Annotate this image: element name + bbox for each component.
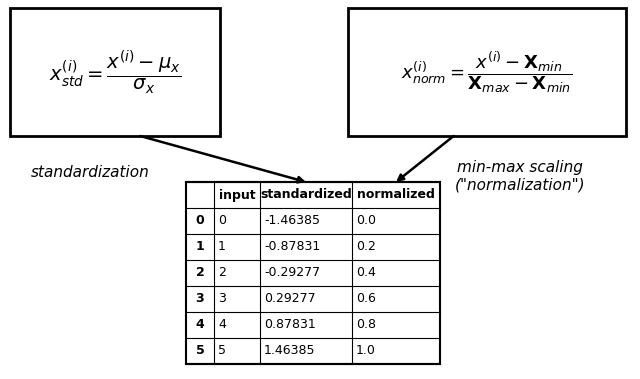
Text: 5: 5 — [196, 345, 204, 357]
Text: 1: 1 — [196, 241, 204, 254]
Text: standardized: standardized — [260, 188, 352, 202]
Text: -1.46385: -1.46385 — [264, 215, 320, 227]
Text: min-max scaling
("normalization"): min-max scaling ("normalization") — [454, 160, 586, 193]
Text: $x_{norm}^{(i)} = \dfrac{x^{(i)} - \mathbf{X}_{min}}{\mathbf{X}_{max} - \mathbf{: $x_{norm}^{(i)} = \dfrac{x^{(i)} - \math… — [401, 49, 573, 95]
FancyBboxPatch shape — [186, 182, 440, 364]
Text: 2: 2 — [218, 266, 226, 279]
Text: 0.29277: 0.29277 — [264, 293, 316, 305]
Text: input: input — [219, 188, 255, 202]
Text: 3: 3 — [196, 293, 204, 305]
Text: 0.6: 0.6 — [356, 293, 376, 305]
Text: 0.87831: 0.87831 — [264, 318, 316, 332]
Text: 0.0: 0.0 — [356, 215, 376, 227]
Text: 1: 1 — [218, 241, 226, 254]
Text: standardization: standardization — [31, 165, 149, 180]
Text: -0.29277: -0.29277 — [264, 266, 320, 279]
Text: 2: 2 — [196, 266, 204, 279]
Text: 0.2: 0.2 — [356, 241, 376, 254]
Text: 0.8: 0.8 — [356, 318, 376, 332]
Text: 0: 0 — [196, 215, 204, 227]
FancyBboxPatch shape — [348, 8, 626, 136]
Text: 1.0: 1.0 — [356, 345, 376, 357]
Text: normalized: normalized — [357, 188, 435, 202]
Text: 3: 3 — [218, 293, 226, 305]
Text: -0.87831: -0.87831 — [264, 241, 320, 254]
Text: 0.4: 0.4 — [356, 266, 376, 279]
Text: 5: 5 — [218, 345, 226, 357]
Text: 1.46385: 1.46385 — [264, 345, 316, 357]
Text: $x_{std}^{(i)} = \dfrac{x^{(i)} - \mu_x}{\sigma_x}$: $x_{std}^{(i)} = \dfrac{x^{(i)} - \mu_x}… — [49, 48, 181, 96]
FancyBboxPatch shape — [10, 8, 220, 136]
Text: 4: 4 — [218, 318, 226, 332]
Text: 4: 4 — [196, 318, 204, 332]
Text: 0: 0 — [218, 215, 226, 227]
